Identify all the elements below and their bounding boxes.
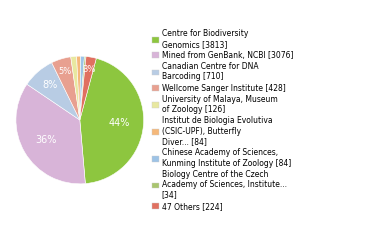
- Text: 36%: 36%: [35, 135, 56, 145]
- Text: 3%: 3%: [82, 65, 96, 74]
- Text: 5%: 5%: [58, 67, 71, 76]
- Legend: Centre for Biodiversity
Genomics [3813], Mined from GenBank, NCBI [3076], Canadi: Centre for Biodiversity Genomics [3813],…: [152, 29, 293, 211]
- Text: 8%: 8%: [42, 80, 57, 90]
- Text: 44%: 44%: [109, 119, 130, 128]
- Wedge shape: [52, 57, 80, 120]
- Wedge shape: [80, 58, 144, 184]
- Wedge shape: [16, 84, 86, 184]
- Wedge shape: [77, 56, 81, 120]
- Wedge shape: [80, 56, 84, 120]
- Wedge shape: [71, 56, 80, 120]
- Wedge shape: [80, 56, 96, 120]
- Wedge shape: [27, 63, 80, 120]
- Wedge shape: [80, 56, 86, 120]
